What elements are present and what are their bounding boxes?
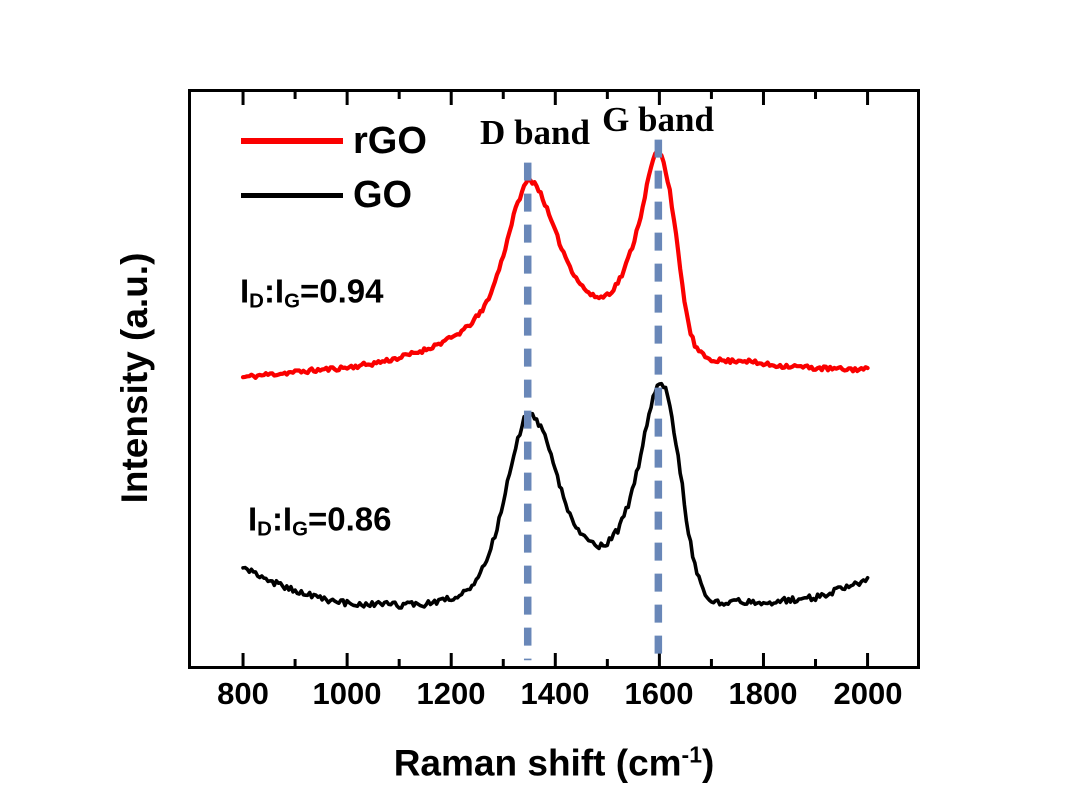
- plot-area: rGO GO D band G band ID:IG=0.94 ID:IG=0.86: [188, 89, 920, 669]
- x-tick-label-1000: 1000: [312, 676, 382, 711]
- sup-text: -1: [681, 741, 702, 768]
- x-tick-label-1800: 1800: [728, 676, 798, 711]
- g-band-label: G band: [602, 100, 714, 139]
- x-tick-label-1400: 1400: [520, 676, 590, 711]
- legend-line-rgo: [241, 138, 343, 144]
- legend-label-go: GO: [353, 174, 413, 216]
- d-band-label: D band: [480, 113, 590, 152]
- sub-text: G: [292, 517, 309, 541]
- rgo-curve: [240, 148, 870, 380]
- legend-item-go: GO: [241, 168, 427, 222]
- go-curve: [241, 381, 870, 610]
- legend-item-rgo: rGO: [241, 114, 427, 168]
- sub-text: D: [257, 517, 272, 541]
- x-tick-label-1600: 1600: [624, 676, 694, 711]
- legend-line-go: [241, 192, 343, 198]
- x-tick-label-800: 800: [217, 676, 269, 711]
- x-axis-title: Raman shift (cm-1): [393, 741, 715, 784]
- x-tick-label-1200: 1200: [416, 676, 486, 711]
- ratio-go: ID:IG=0.86: [248, 500, 392, 541]
- ratio-rgo: ID:IG=0.94: [240, 272, 384, 313]
- y-axis-title-text: Intensity (a.u.): [114, 252, 155, 504]
- x-axis-ticks: [241, 92, 870, 666]
- spectra-plot-svg: [240, 92, 870, 666]
- sub-text: G: [284, 289, 301, 313]
- sub-text: D: [249, 289, 264, 313]
- y-axis-title: Intensity (a.u.): [114, 253, 156, 504]
- legend: rGO GO: [241, 114, 427, 222]
- legend-label-rgo: rGO: [353, 120, 427, 162]
- x-tick-label-2000: 2000: [833, 676, 903, 711]
